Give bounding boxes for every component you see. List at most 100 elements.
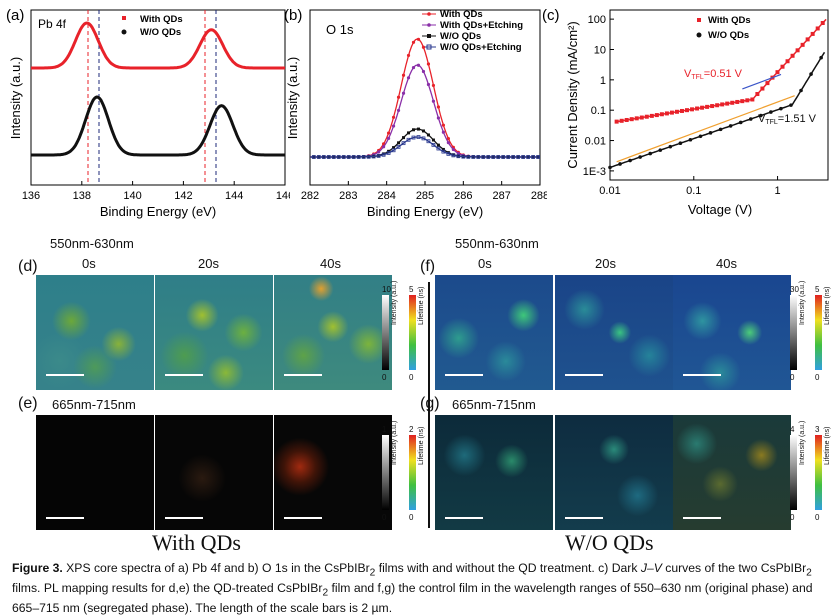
marker-b-3 (392, 146, 396, 150)
marker-b-4 (391, 148, 396, 153)
marker-c-red (740, 99, 745, 104)
marker-c-black (638, 155, 642, 159)
tick-label-x: 136 (22, 190, 40, 202)
marker-c-red (695, 106, 700, 111)
marker-c-black (628, 158, 632, 163)
colorbar-e: 1 0 Intensity (a.u.) 2 0 Lifetime (ns) (382, 421, 430, 525)
marker-b-4 (516, 155, 521, 159)
time-d-1: 20s (198, 256, 219, 271)
marker-b-2 (446, 141, 450, 145)
marker-b-4 (401, 141, 406, 146)
tick-label-x: 283 (339, 190, 357, 202)
cb-f-int-label: Intensity (a.u.) (799, 280, 806, 325)
marker-c-red (820, 20, 825, 25)
marker-c-red (659, 112, 664, 117)
marker-b-3 (436, 143, 440, 147)
marker-c-black (678, 141, 683, 146)
legend-a-with-qds: With QDs (140, 14, 183, 25)
marker-c-red (649, 113, 654, 118)
marker-b-2 (377, 150, 381, 154)
tick-label-x: 144 (225, 190, 243, 202)
panel-c-xlabel: Voltage (V) (688, 202, 752, 217)
caption-jv: J–V (640, 561, 662, 575)
legend-c-1: With QDs (708, 15, 751, 26)
cb-e-life-label: Lifetime (ns) (418, 426, 425, 465)
marker-c-black (648, 151, 653, 156)
scale-bar (445, 374, 483, 376)
panel-b-title: O 1s (326, 22, 354, 37)
panel-b-xlabel: Binding Energy (eV) (367, 204, 483, 219)
marker-b-4 (526, 155, 531, 159)
cb-e-life-bar (409, 435, 416, 510)
cb-g-int-bot: 0 (790, 513, 795, 522)
marker-b-4 (521, 155, 526, 159)
scale-bar (46, 374, 84, 376)
cb-f-int-bot: 0 (790, 373, 795, 382)
map-f-40s (673, 275, 791, 390)
time-d-0: 0s (82, 256, 96, 271)
cb-g-int-top: 4 (790, 425, 795, 434)
cb-d-int-label: Intensity (a.u.) (391, 280, 398, 325)
marker-c-red (619, 118, 624, 123)
time-d-2: 40s (320, 256, 341, 271)
cb-e-int-label: Intensity (a.u.) (391, 420, 398, 465)
marker-b-1 (426, 62, 431, 66)
cb-f-life-bot: 0 (815, 373, 820, 382)
tick-label-x: 142 (174, 190, 192, 202)
marker-b-1 (416, 37, 421, 41)
panel-a-label: (a) (6, 7, 24, 24)
legend-b-1: With QDs (440, 9, 483, 20)
marker-c-red (639, 115, 644, 120)
caption-part: film and f,g) the control film in the wa… (12, 580, 813, 615)
marker-c-red (745, 98, 750, 103)
map-e-0s (36, 415, 154, 530)
map-e-20s (155, 415, 273, 530)
marker-b-1 (431, 83, 436, 88)
marker-b-3 (451, 153, 455, 157)
fit-line-blue (742, 73, 782, 90)
scale-bar (445, 517, 483, 519)
marker-b-4 (451, 153, 456, 158)
marker-b-4 (461, 154, 466, 159)
marker-b-4 (481, 155, 486, 159)
marker-b-4 (446, 151, 451, 156)
marker-b-4 (411, 135, 416, 140)
map-f-20s (555, 275, 673, 390)
marker-c-red (725, 101, 730, 106)
map-f-0s (435, 275, 553, 390)
marker-b-4 (476, 155, 481, 159)
marker-c-red (815, 26, 820, 31)
cb-g-life-bot: 0 (815, 513, 820, 522)
marker-b-1 (421, 45, 426, 49)
marker-b-2 (401, 91, 406, 95)
marker-b-2 (421, 69, 426, 74)
range-d-header: 550nm-630nm (50, 236, 134, 251)
marker-c-black (789, 103, 793, 107)
marker-b-4 (311, 155, 316, 159)
marker-c-red (795, 48, 800, 53)
marker-b-4 (381, 152, 386, 157)
cb-f-int-bar (790, 295, 797, 370)
tick-label-x: 140 (123, 190, 141, 202)
scale-bar (565, 374, 603, 376)
marker-b-3 (421, 129, 425, 133)
marker-b-2 (441, 130, 445, 134)
marker-c-black (779, 106, 783, 111)
legend-marker-with-qds (122, 16, 126, 20)
marker-c-red (810, 31, 815, 36)
marker-b-4 (376, 153, 381, 158)
caption-part: films with and without the QD treatment.… (375, 561, 641, 575)
marker-b-4 (531, 155, 536, 159)
marker-b-1 (401, 73, 406, 77)
fit-line-orange (616, 95, 795, 163)
cb-e-int-top: 1 (382, 425, 387, 434)
scale-bar (565, 517, 603, 519)
marker-b-2 (382, 145, 386, 149)
cb-d-life-label: Lifetime (ns) (418, 286, 425, 325)
tick-label-y: 0.01 (585, 136, 606, 148)
marker-c-red (679, 108, 684, 113)
scale-bar (165, 517, 203, 519)
map-d-0s (36, 275, 154, 390)
tick-label-x: 282 (301, 190, 319, 202)
cb-d-int-bot: 0 (382, 373, 387, 382)
